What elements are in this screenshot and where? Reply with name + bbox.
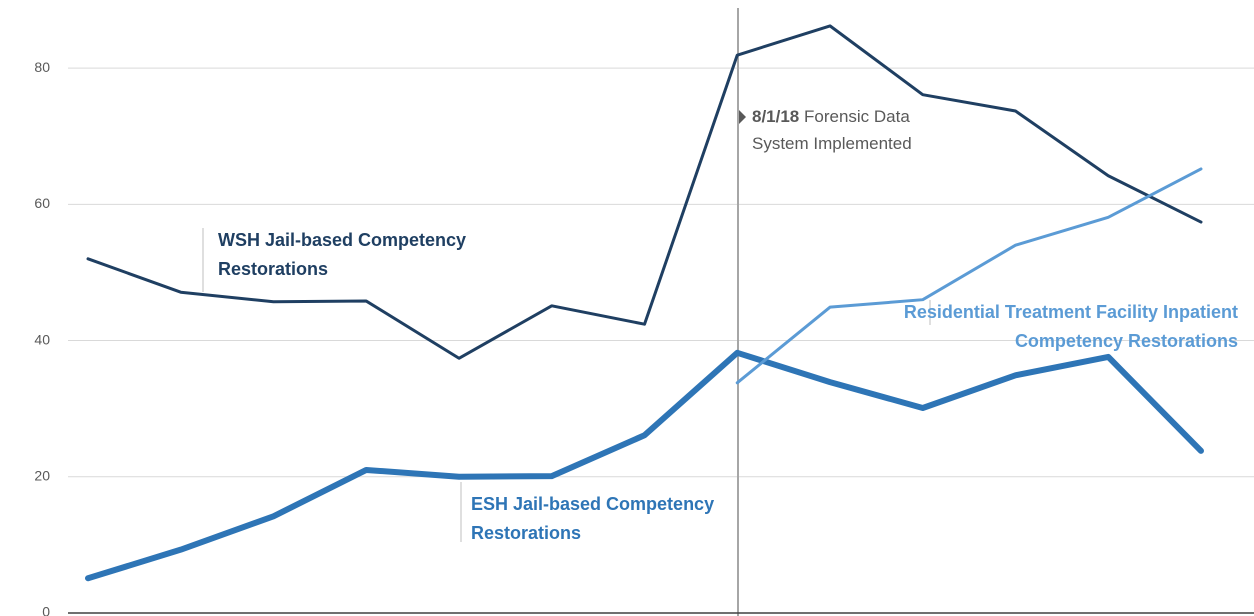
y-tick-label: 20 [34,467,50,483]
annotation-date: 8/1/18 [752,107,800,126]
series-line [86,24,1203,360]
series-line [735,167,1203,385]
y-tick-label: 40 [34,331,50,347]
series-label: ESH Jail-based Competency Restorations [471,494,715,543]
y-tick-label: 80 [34,59,50,75]
y-tick-label: 0 [42,604,50,616]
series-label: WSH Jail-based Competency Restorations [218,230,467,279]
annotation-text: Forensic Data System Implemented [752,107,912,153]
series-label: Residential Treatment Facility Inpatient… [903,302,1238,351]
y-tick-label: 60 [34,195,50,211]
series-line [85,349,1204,582]
annotation: 8/1/18 Forensic Data System Implemented [752,103,967,157]
event-arrow [739,110,746,124]
